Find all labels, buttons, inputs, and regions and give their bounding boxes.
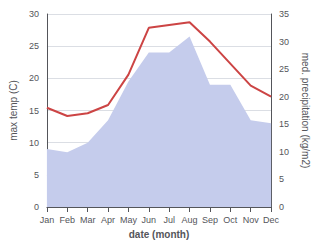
svg-text:Jun: Jun — [142, 215, 157, 225]
svg-text:May: May — [120, 215, 138, 225]
svg-text:25: 25 — [29, 41, 39, 51]
svg-text:date (month): date (month) — [129, 229, 190, 240]
svg-text:Dec: Dec — [263, 215, 280, 225]
svg-text:Apr: Apr — [101, 215, 115, 225]
svg-text:Oct: Oct — [223, 215, 238, 225]
svg-text:25: 25 — [279, 64, 289, 74]
svg-text:0: 0 — [34, 202, 39, 212]
svg-text:30: 30 — [29, 9, 39, 19]
svg-text:20: 20 — [279, 92, 289, 102]
svg-text:Aug: Aug — [182, 215, 198, 225]
svg-text:5: 5 — [34, 170, 39, 180]
svg-text:Jul: Jul — [163, 215, 175, 225]
svg-text:Feb: Feb — [60, 215, 76, 225]
svg-text:Jan: Jan — [40, 215, 55, 225]
svg-text:max temp (C): max temp (C) — [8, 80, 19, 141]
svg-text:15: 15 — [29, 106, 39, 116]
svg-text:10: 10 — [279, 147, 289, 157]
svg-text:20: 20 — [29, 73, 39, 83]
svg-text:15: 15 — [279, 119, 289, 129]
svg-text:35: 35 — [279, 9, 289, 19]
svg-text:5: 5 — [279, 174, 284, 184]
svg-text:0: 0 — [279, 202, 284, 212]
svg-text:10: 10 — [29, 138, 39, 148]
svg-text:med. precipitation (kg/m2): med. precipitation (kg/m2) — [300, 53, 311, 169]
svg-text:Sep: Sep — [202, 215, 218, 225]
svg-text:Mar: Mar — [80, 215, 96, 225]
svg-text:30: 30 — [279, 37, 289, 47]
svg-text:Nov: Nov — [243, 215, 260, 225]
